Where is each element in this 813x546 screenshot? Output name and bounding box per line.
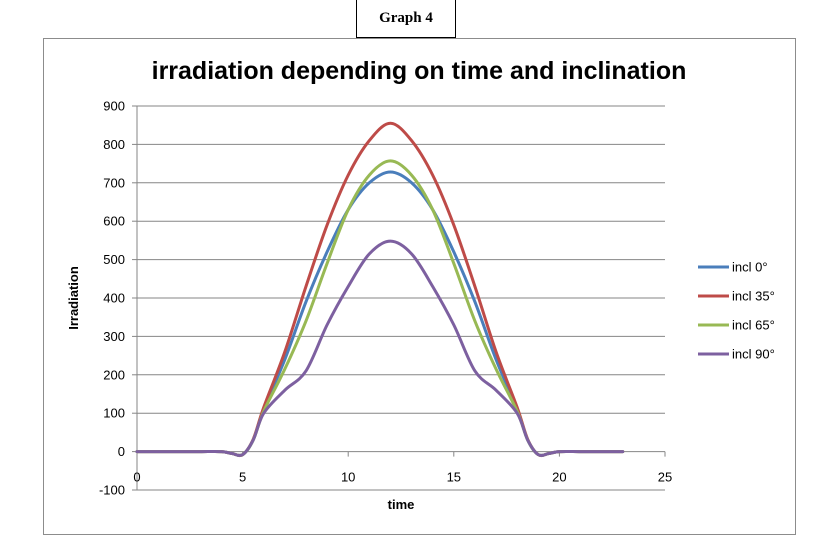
- grid-lines: [137, 105, 665, 491]
- x-tick-label: 25: [658, 470, 672, 485]
- series-lines: [135, 121, 625, 458]
- legend: incl 0° incl 35° incl 65° incl 90°: [698, 260, 775, 362]
- x-tick-label: 15: [447, 470, 461, 485]
- legend-label-incl-65: incl 65°: [732, 318, 775, 333]
- chart-title: irradiation depending on time and inclin…: [152, 57, 687, 85]
- y-tick-label: 200: [103, 367, 125, 382]
- legend-label-incl-0: incl 0°: [732, 260, 768, 275]
- y-tick-label: 300: [103, 329, 125, 344]
- y-tick-label: 700: [103, 175, 125, 190]
- series-line-incl-35: [135, 121, 625, 458]
- x-tick-label: 5: [239, 470, 246, 485]
- legend-label-incl-90: incl 90°: [732, 347, 775, 362]
- y-axis-label: Irradiation: [66, 266, 81, 330]
- y-tick-label: 800: [103, 137, 125, 152]
- y-tick-label: 400: [103, 291, 125, 306]
- graph-label: Graph 4: [356, 0, 456, 38]
- x-tick-label: 20: [552, 470, 566, 485]
- y-tick-label: 100: [103, 406, 125, 421]
- y-tick-labels: -100 0 100 200 300 400 500 600 700 800 900: [99, 99, 125, 498]
- x-tick-label: 10: [341, 470, 355, 485]
- series-line-incl-65: [135, 159, 625, 458]
- series-line-incl-90: [135, 239, 625, 458]
- y-tick-label: 900: [103, 99, 125, 114]
- y-tick-label: 500: [103, 252, 125, 267]
- y-tick-label: -100: [99, 483, 125, 498]
- legend-label-incl-35: incl 35°: [732, 289, 775, 304]
- y-tick-label: 0: [118, 444, 125, 459]
- y-tick-label: 600: [103, 214, 125, 229]
- x-tick-labels: 0 5 10 15 20 25: [133, 470, 672, 485]
- x-tick-label: 0: [133, 470, 140, 485]
- x-axis-label: time: [388, 497, 415, 512]
